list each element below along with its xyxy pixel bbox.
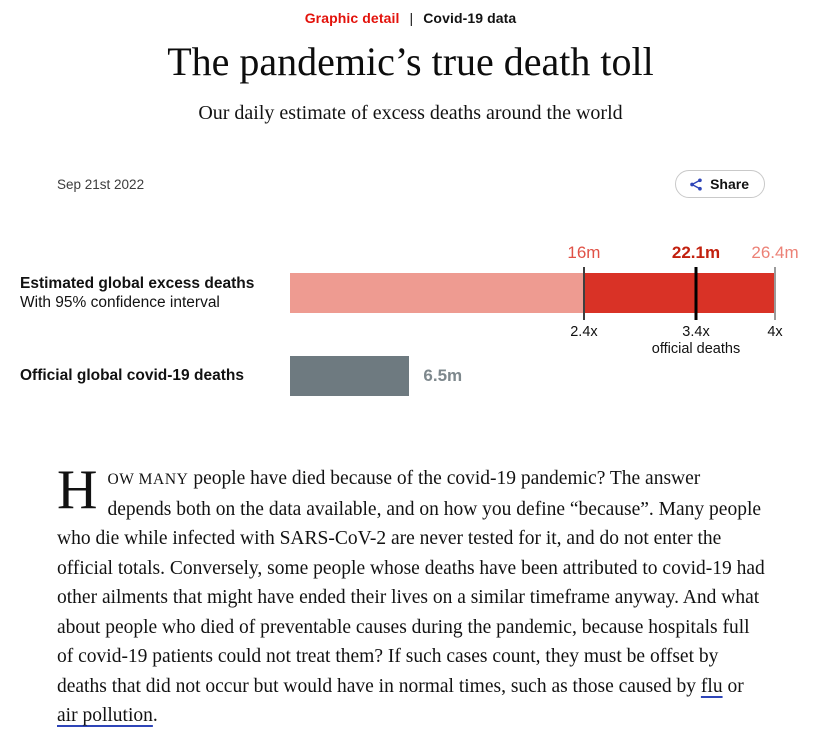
excess-deaths-chart: Estimated global excess deaths With 95% … bbox=[20, 243, 799, 408]
multiplier-caption: official deaths bbox=[651, 341, 741, 357]
ci-value-label-mid: 22.1m bbox=[671, 243, 721, 262]
multiplier-mid: 3.4x bbox=[682, 324, 710, 340]
multiplier-low: 2.4x bbox=[570, 324, 598, 340]
meta-row: Sep 21st 2022 Share bbox=[57, 169, 765, 199]
ci-value-label-high: 26.4m bbox=[751, 243, 799, 262]
breadcrumb-separator: | bbox=[409, 10, 414, 26]
estimate-row-label: Estimated global excess deaths With 95% … bbox=[20, 274, 285, 312]
share-icon bbox=[689, 177, 703, 192]
body-text-2: or bbox=[722, 675, 744, 697]
drop-cap: H bbox=[57, 459, 98, 521]
ci-value-label-low: 16m bbox=[567, 243, 601, 262]
article-body: How many people have died because of the… bbox=[57, 459, 765, 731]
page-subtitle: Our daily estimate of excess deaths arou… bbox=[198, 102, 623, 124]
estimate-row-label-sub: With 95% confidence interval bbox=[20, 294, 220, 311]
small-caps-lead: ow many bbox=[107, 471, 189, 488]
body-text-1: people have died because of the covid-19… bbox=[57, 468, 765, 697]
ci-segment-high bbox=[583, 273, 775, 313]
topic-link[interactable]: Covid-19 data bbox=[423, 10, 517, 26]
body-text-3: . bbox=[152, 705, 158, 726]
breadcrumb: Graphic detail | Covid-19 data bbox=[0, 0, 821, 26]
share-button[interactable]: Share bbox=[675, 170, 765, 198]
paragraph: How many people have died because of the… bbox=[57, 459, 765, 731]
page-title: The pandemic’s true death toll bbox=[167, 39, 654, 84]
official-deaths-bar bbox=[290, 356, 410, 396]
estimate-row-label-main: Estimated global excess deaths bbox=[20, 275, 255, 292]
official-value-label: 6.5m bbox=[423, 366, 463, 385]
official-row-label: Official global covid-19 deaths bbox=[20, 367, 244, 384]
section-link[interactable]: Graphic detail bbox=[304, 10, 400, 26]
share-label: Share bbox=[710, 176, 749, 192]
flu-link[interactable]: flu bbox=[700, 675, 723, 697]
tick-high bbox=[774, 267, 776, 320]
ci-segment-low bbox=[290, 273, 584, 313]
confidence-interval-bar bbox=[290, 273, 775, 313]
tick-mid bbox=[694, 267, 698, 320]
publish-date: Sep 21st 2022 bbox=[57, 176, 145, 192]
air-pollution-link[interactable]: air pollution bbox=[57, 705, 153, 726]
multiplier-high: 4x bbox=[767, 324, 783, 340]
chart-plot-area: 16m 22.1m 26.4m 2.4x 3.4x 4x official de… bbox=[290, 243, 799, 408]
tick-low bbox=[582, 267, 585, 320]
